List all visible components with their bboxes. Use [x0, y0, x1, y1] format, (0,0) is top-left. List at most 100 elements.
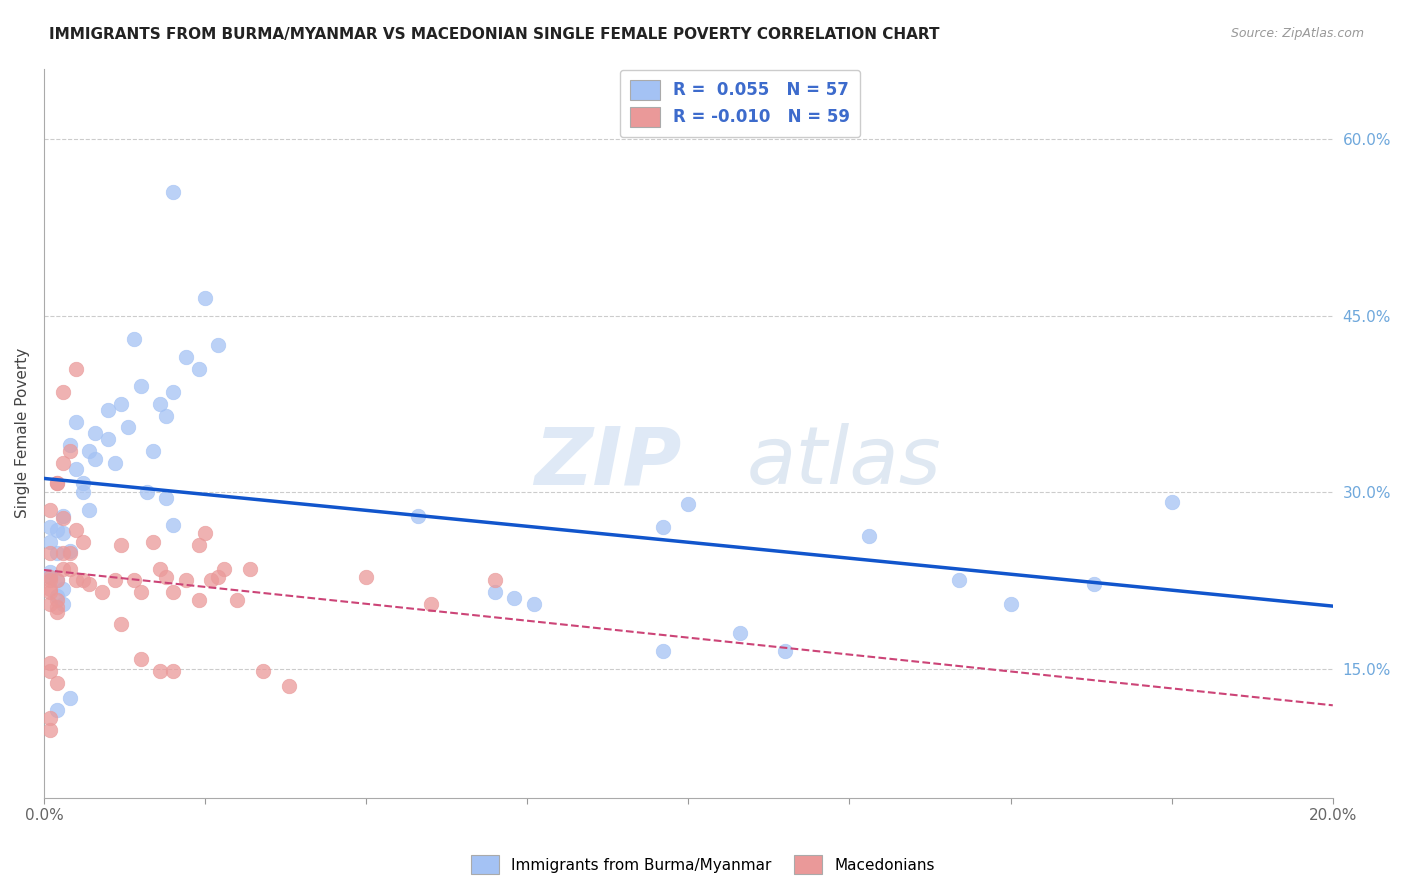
Point: [194, 526, 217, 541]
Point: [39, 574, 62, 588]
Point: [84, 426, 107, 441]
Point: [39, 582, 62, 596]
Legend: R =  0.055   N = 57, R = -0.010   N = 59: R = 0.055 N = 57, R = -0.010 N = 59: [620, 70, 860, 136]
Point: [45, 574, 67, 588]
Point: [97, 432, 120, 446]
Point: [104, 456, 127, 470]
Point: [65, 574, 87, 588]
Point: [59, 691, 82, 706]
Point: [117, 420, 139, 434]
Point: [97, 402, 120, 417]
Point: [52, 456, 75, 470]
Point: [162, 664, 184, 678]
Point: [52, 597, 75, 611]
Point: [162, 185, 184, 199]
Point: [948, 574, 970, 588]
Point: [214, 561, 236, 575]
Point: [484, 585, 506, 599]
Point: [252, 664, 274, 678]
Point: [406, 508, 429, 523]
Point: [59, 544, 82, 558]
Point: [155, 409, 177, 423]
Point: [110, 397, 132, 411]
Point: [226, 593, 249, 607]
Point: [1000, 597, 1022, 611]
Point: [207, 338, 229, 352]
Point: [52, 582, 75, 596]
Point: [110, 538, 132, 552]
Point: [1083, 577, 1105, 591]
Point: [45, 703, 67, 717]
Text: IMMIGRANTS FROM BURMA/MYANMAR VS MACEDONIAN SINGLE FEMALE POVERTY CORRELATION CH: IMMIGRANTS FROM BURMA/MYANMAR VS MACEDON…: [49, 27, 939, 42]
Point: [59, 561, 82, 575]
Point: [39, 711, 62, 725]
Point: [149, 561, 172, 575]
Point: [129, 585, 152, 599]
Point: [200, 574, 222, 588]
Point: [45, 675, 67, 690]
Point: [187, 538, 209, 552]
Point: [162, 585, 184, 599]
Point: [77, 577, 100, 591]
Point: [122, 332, 145, 346]
Point: [39, 723, 62, 737]
Point: [45, 605, 67, 619]
Point: [45, 546, 67, 560]
Point: [65, 415, 87, 429]
Point: [162, 385, 184, 400]
Point: [174, 574, 197, 588]
Point: [773, 644, 796, 658]
Point: [39, 585, 62, 599]
Point: [149, 664, 172, 678]
Point: [39, 597, 62, 611]
Point: [39, 520, 62, 534]
Point: [52, 385, 75, 400]
Point: [39, 570, 62, 584]
Point: [523, 597, 546, 611]
Point: [142, 444, 165, 458]
Point: [52, 546, 75, 560]
Point: [39, 664, 62, 678]
Point: [39, 502, 62, 516]
Point: [174, 350, 197, 364]
Point: [90, 585, 112, 599]
Point: [162, 518, 184, 533]
Legend: Immigrants from Burma/Myanmar, Macedonians: Immigrants from Burma/Myanmar, Macedonia…: [465, 849, 941, 880]
Point: [419, 597, 441, 611]
Point: [129, 652, 152, 666]
Point: [110, 616, 132, 631]
Point: [187, 361, 209, 376]
Point: [84, 452, 107, 467]
Point: [45, 589, 67, 603]
Point: [858, 529, 880, 543]
Point: [52, 526, 75, 541]
Point: [45, 600, 67, 615]
Point: [187, 593, 209, 607]
Point: [354, 570, 377, 584]
Point: [52, 561, 75, 575]
Point: [45, 574, 67, 588]
Point: [65, 461, 87, 475]
Point: [207, 570, 229, 584]
Point: [104, 574, 127, 588]
Point: [72, 534, 94, 549]
Point: [59, 444, 82, 458]
Point: [484, 574, 506, 588]
Point: [65, 361, 87, 376]
Point: [194, 291, 217, 305]
Point: [142, 534, 165, 549]
Text: atlas: atlas: [747, 424, 941, 501]
Y-axis label: Single Female Poverty: Single Female Poverty: [15, 348, 30, 518]
Point: [39, 546, 62, 560]
Point: [45, 593, 67, 607]
Point: [136, 485, 159, 500]
Point: [45, 523, 67, 537]
Point: [651, 644, 673, 658]
Point: [72, 574, 94, 588]
Point: [52, 508, 75, 523]
Point: [239, 561, 262, 575]
Point: [77, 502, 100, 516]
Point: [503, 591, 526, 605]
Point: [39, 656, 62, 670]
Point: [65, 523, 87, 537]
